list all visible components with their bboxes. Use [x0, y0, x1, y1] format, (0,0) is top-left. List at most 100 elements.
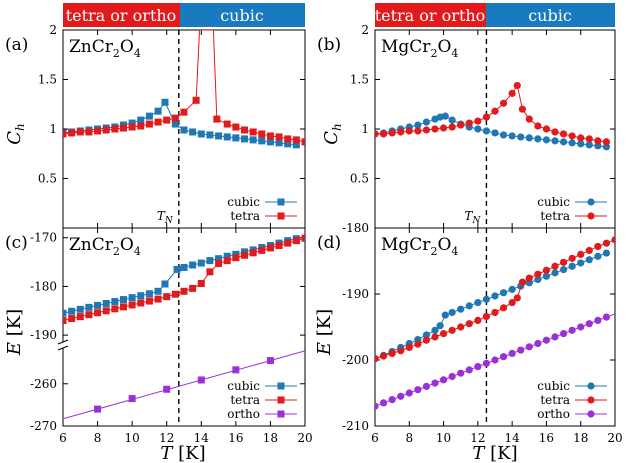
data-point-cubic — [258, 137, 266, 145]
tn-label-sub: N — [164, 216, 174, 226]
tn-label-main: T — [464, 209, 473, 223]
data-point-ortho — [534, 339, 542, 348]
data-point-tetra — [180, 287, 188, 295]
data-point-tetra — [197, 280, 205, 288]
legend-entry-tetra: tetra — [230, 393, 297, 407]
data-point-tetra — [375, 130, 379, 138]
series-tetra — [63, 30, 305, 146]
data-point-cubic — [120, 296, 127, 304]
series-line-cubic — [63, 101, 297, 146]
data-point-tetra — [594, 242, 602, 251]
x-tick-label: 18 — [573, 431, 588, 445]
y-tick-label: -180 — [30, 279, 57, 293]
tn-label-main: T — [157, 209, 166, 223]
legend-label: tetra — [540, 209, 570, 223]
ylabel-d-unit: [K] — [314, 309, 335, 342]
data-point-cubic — [431, 326, 439, 334]
data-point-cubic — [145, 290, 153, 298]
data-point-cubic — [111, 298, 119, 306]
data-point-cubic — [422, 331, 431, 339]
data-point-cubic — [577, 140, 585, 148]
data-point-tetra — [585, 135, 593, 143]
data-point-tetra — [154, 118, 162, 126]
data-point-tetra — [145, 297, 153, 305]
panel-frame — [62, 227, 306, 427]
data-point-ortho — [379, 399, 388, 407]
ylabel-a: Ch — [4, 123, 27, 145]
data-point-cubic — [197, 130, 205, 138]
data-point-ortho — [551, 333, 559, 341]
data-point-tetra — [68, 315, 76, 323]
compound-sub2: 4 — [451, 245, 458, 258]
data-point-ortho — [491, 356, 499, 364]
data-point-cubic — [491, 292, 499, 300]
banner-right: tetra or ortho cubic — [375, 3, 615, 27]
x-tick-label: 12 — [470, 431, 485, 445]
y-tick-label: -200 — [342, 353, 369, 367]
ylabel-c: E [K] — [4, 309, 25, 356]
data-point-tetra — [375, 355, 379, 363]
panel-frame — [374, 227, 616, 427]
plot-area — [375, 228, 615, 426]
data-point-cubic — [292, 141, 300, 149]
data-point-cubic — [154, 107, 162, 115]
series-ortho — [63, 350, 305, 420]
data-point-cubic — [161, 98, 169, 106]
data-point-tetra — [301, 234, 305, 242]
data-point-cubic — [482, 127, 491, 135]
x-tick-label: 8 — [405, 431, 413, 445]
plot-area — [375, 30, 611, 228]
banner-left-blue — [180, 3, 305, 27]
compound-label: ZnCr2O4 — [69, 37, 141, 60]
xlabel-right-main: T — [472, 443, 486, 463]
data-point-cubic — [223, 252, 231, 260]
y-tick-label: 2 — [361, 23, 369, 37]
data-point-tetra — [379, 130, 388, 138]
data-point-tetra — [128, 301, 136, 309]
xlabel-left: T [K] — [160, 443, 205, 463]
data-point-tetra — [284, 135, 292, 143]
xlabel-right: T [K] — [472, 443, 517, 463]
data-point-tetra — [482, 312, 491, 321]
data-point-tetra — [397, 347, 405, 355]
data-point-cubic — [161, 280, 169, 288]
data-point-tetra — [405, 127, 413, 135]
data-point-cubic — [448, 116, 456, 124]
ylabel-b: Ch — [321, 123, 344, 145]
series-line-ortho — [63, 350, 305, 420]
data-point-ortho — [568, 326, 576, 334]
x-tick-label: 6 — [371, 431, 379, 445]
compound-label: ZnCr2O4 — [69, 235, 141, 258]
legend-entry-tetra: tetra — [230, 209, 297, 223]
data-point-tetra — [465, 119, 473, 127]
legend-marker — [587, 212, 595, 220]
tn-label: TN — [464, 209, 481, 226]
data-point-tetra — [189, 284, 197, 292]
compound-label: MgCr2O4 — [381, 37, 458, 60]
data-point-tetra — [594, 137, 602, 145]
data-point-tetra — [258, 130, 266, 138]
data-point-tetra — [223, 257, 231, 265]
y-tick-label: -190 — [342, 287, 369, 301]
legend-marker — [587, 198, 595, 206]
data-point-tetra — [513, 81, 521, 90]
legend-label: tetra — [230, 393, 260, 407]
y-tick-label: 1.5 — [350, 73, 369, 87]
compound-mid: O — [120, 235, 134, 255]
data-point-tetra — [602, 239, 611, 247]
data-point-cubic — [241, 135, 248, 143]
series-tetra — [375, 81, 611, 146]
data-point-cubic — [602, 249, 611, 257]
data-point-cubic — [534, 135, 542, 143]
compound-compound: ZnCr — [69, 235, 114, 255]
x-tick-label: 10 — [125, 431, 140, 445]
data-point-tetra — [542, 125, 551, 133]
data-point-tetra — [414, 340, 422, 348]
panel-tag: (d) — [317, 233, 341, 253]
y-tick-label: 0.5 — [350, 172, 369, 186]
data-point-tetra — [551, 128, 559, 136]
data-point-tetra — [448, 123, 456, 131]
data-point-cubic — [232, 134, 240, 142]
data-point-tetra — [249, 249, 257, 257]
